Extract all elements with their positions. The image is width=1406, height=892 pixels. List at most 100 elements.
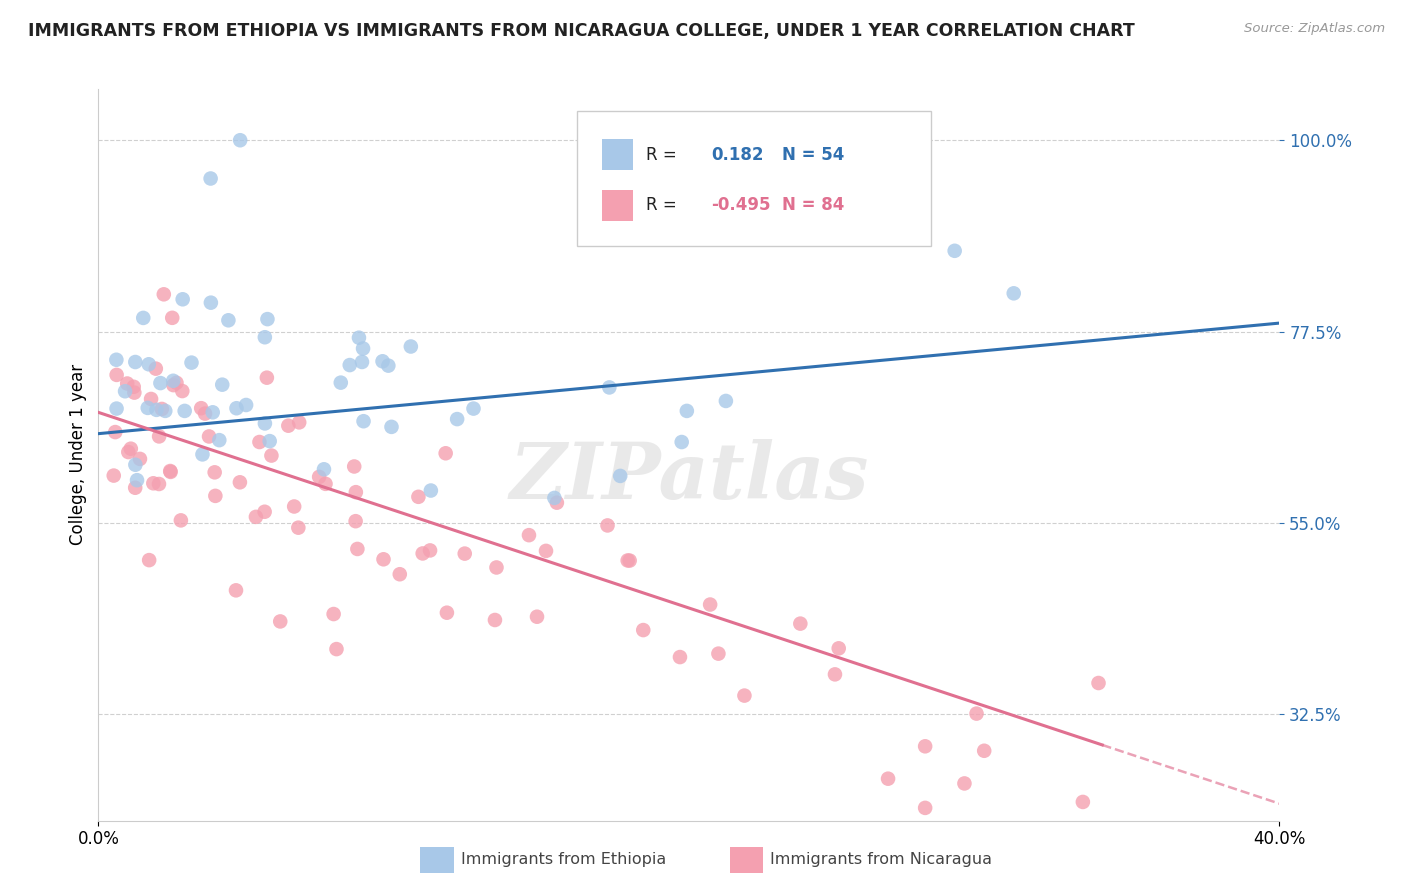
- Point: [124, 458, 146, 472]
- Point: [676, 404, 699, 418]
- Point: [245, 509, 267, 524]
- Point: [201, 405, 224, 419]
- Text: 0.182: 0.182: [711, 145, 763, 163]
- Point: [308, 470, 330, 484]
- Point: [353, 414, 375, 428]
- Point: [159, 465, 181, 479]
- Point: [256, 312, 278, 326]
- Point: [454, 547, 477, 561]
- Point: [139, 392, 162, 406]
- Point: [249, 435, 271, 450]
- Point: [288, 416, 311, 430]
- Point: [208, 433, 231, 447]
- Point: [463, 401, 485, 416]
- Point: [260, 449, 283, 463]
- Point: [259, 434, 281, 449]
- Point: [132, 310, 155, 325]
- Text: N = 54: N = 54: [782, 145, 845, 163]
- Point: [105, 368, 128, 382]
- Point: [371, 354, 394, 368]
- Point: [446, 412, 468, 426]
- Point: [966, 706, 988, 721]
- Point: [229, 475, 252, 490]
- Point: [173, 404, 195, 418]
- Point: [198, 429, 221, 443]
- Point: [315, 476, 337, 491]
- Point: [283, 500, 305, 514]
- Point: [138, 357, 160, 371]
- Point: [671, 435, 693, 450]
- Point: [162, 378, 184, 392]
- Point: [344, 485, 367, 500]
- Point: [253, 417, 276, 431]
- Point: [347, 331, 370, 345]
- Point: [598, 380, 620, 394]
- Point: [253, 505, 276, 519]
- Point: [136, 401, 159, 415]
- Point: [380, 420, 402, 434]
- Text: R =: R =: [647, 196, 678, 214]
- Text: Immigrants from Nicaragua: Immigrants from Nicaragua: [770, 853, 993, 867]
- Point: [103, 468, 125, 483]
- Point: [194, 407, 217, 421]
- Point: [828, 641, 851, 656]
- Point: [312, 462, 335, 476]
- Point: [269, 615, 291, 629]
- Point: [104, 425, 127, 439]
- Point: [225, 401, 247, 416]
- Point: [204, 489, 226, 503]
- Point: [200, 171, 222, 186]
- Point: [122, 380, 145, 394]
- Point: [152, 287, 174, 301]
- Text: IMMIGRANTS FROM ETHIOPIA VS IMMIGRANTS FROM NICARAGUA COLLEGE, UNDER 1 YEAR CORR: IMMIGRANTS FROM ETHIOPIA VS IMMIGRANTS F…: [28, 22, 1135, 40]
- Point: [253, 330, 276, 344]
- Point: [609, 469, 631, 483]
- Point: [596, 518, 619, 533]
- Point: [322, 607, 344, 621]
- Point: [287, 521, 309, 535]
- Point: [125, 473, 148, 487]
- Point: [129, 451, 152, 466]
- Point: [180, 356, 202, 370]
- Text: -0.495: -0.495: [711, 196, 770, 214]
- Text: Source: ZipAtlas.com: Source: ZipAtlas.com: [1244, 22, 1385, 36]
- Point: [619, 553, 641, 567]
- Point: [633, 623, 655, 637]
- Point: [377, 359, 399, 373]
- Point: [526, 609, 548, 624]
- Point: [105, 401, 128, 416]
- Point: [124, 385, 146, 400]
- Point: [190, 401, 212, 416]
- Point: [1071, 795, 1094, 809]
- Point: [543, 491, 565, 505]
- Point: [138, 553, 160, 567]
- Point: [436, 606, 458, 620]
- Point: [412, 546, 434, 560]
- Point: [346, 541, 368, 556]
- Point: [714, 394, 737, 409]
- Point: [150, 401, 173, 416]
- Point: [155, 404, 177, 418]
- Point: [145, 361, 167, 376]
- Point: [914, 739, 936, 754]
- Point: [352, 342, 374, 356]
- Point: [172, 293, 194, 307]
- Point: [699, 598, 721, 612]
- Point: [124, 481, 146, 495]
- Point: [191, 447, 214, 461]
- Point: [399, 339, 422, 353]
- Point: [344, 514, 367, 528]
- Point: [388, 567, 411, 582]
- Text: Immigrants from Ethiopia: Immigrants from Ethiopia: [461, 853, 666, 867]
- Point: [162, 374, 184, 388]
- Point: [145, 402, 167, 417]
- Text: N = 84: N = 84: [782, 196, 845, 214]
- Text: R =: R =: [647, 145, 682, 163]
- Point: [256, 370, 278, 384]
- Point: [943, 244, 966, 258]
- Point: [117, 445, 139, 459]
- FancyBboxPatch shape: [602, 190, 634, 220]
- Point: [1087, 676, 1109, 690]
- Point: [517, 528, 540, 542]
- Text: ZIPatlas: ZIPatlas: [509, 439, 869, 515]
